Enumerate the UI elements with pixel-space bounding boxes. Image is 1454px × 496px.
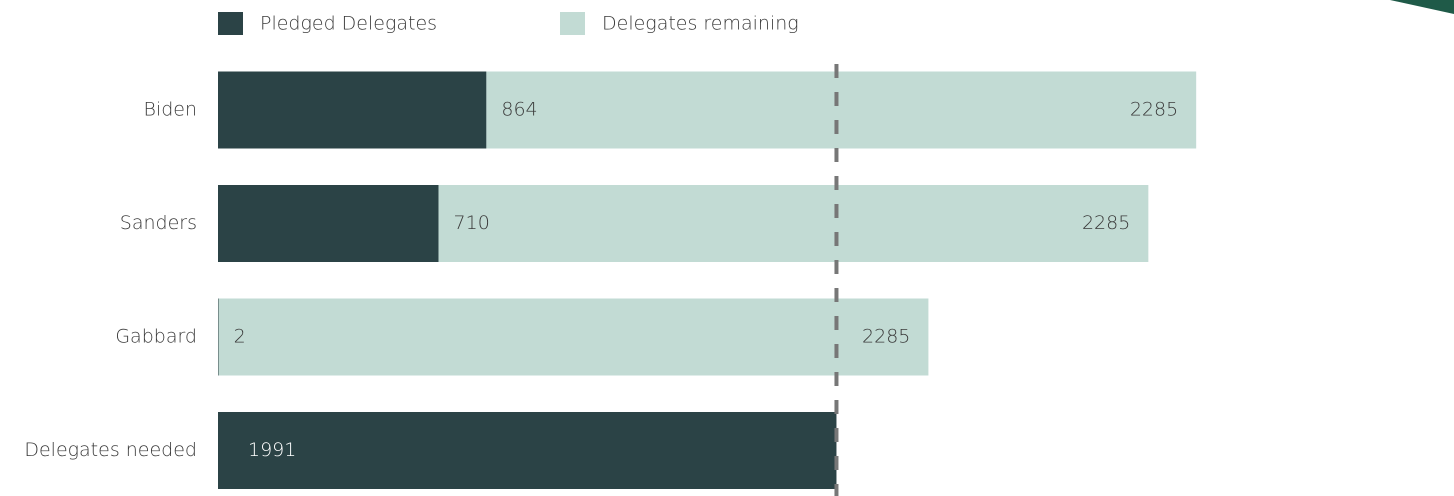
bar-segment — [218, 412, 837, 489]
value-label: 710 — [454, 212, 490, 234]
bar-segment — [218, 185, 439, 262]
value-label: 864 — [501, 99, 537, 121]
value-label: 2285 — [862, 326, 910, 348]
legend-swatch — [560, 12, 585, 35]
corner-decoration — [1390, 0, 1454, 14]
y-tick-label: Delegates needed — [24, 439, 197, 461]
bar-segment — [486, 71, 1197, 149]
y-tick-label: Sanders — [120, 212, 197, 234]
bar-segment — [218, 298, 219, 376]
legend-label: Pledged Delegates — [260, 13, 437, 35]
y-tick-label: Biden — [143, 99, 197, 121]
y-tick-label: Gabbard — [115, 326, 197, 348]
legend-swatch — [218, 12, 243, 35]
bar-segment — [438, 185, 1149, 262]
bar-segment — [218, 298, 929, 376]
legend-label: Delegates remaining — [602, 13, 799, 35]
value-label: 2285 — [1082, 212, 1130, 234]
value-label: 2 — [234, 326, 246, 348]
value-label: 2285 — [1130, 99, 1178, 121]
value-label: 1991 — [248, 439, 296, 461]
bar-segment — [218, 71, 487, 149]
